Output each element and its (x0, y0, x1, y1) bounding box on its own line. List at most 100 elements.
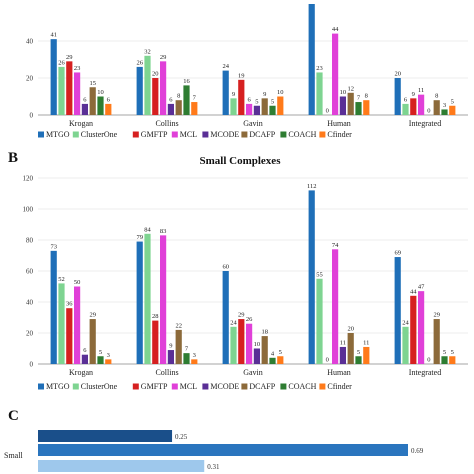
data-label: 8 (435, 93, 438, 100)
bar-b-collins-coach (183, 353, 190, 364)
data-label: 4 (271, 350, 275, 357)
data-label: 5 (99, 349, 102, 356)
data-label: 11 (340, 339, 346, 346)
bar-b-krogan-mcl (74, 286, 81, 364)
category-label-collins: Collins (155, 119, 178, 128)
data-label: 18 (261, 329, 268, 336)
data-label: 79 (136, 234, 143, 241)
category-label-krogan: Krogan (69, 368, 93, 377)
panel-letter: B (8, 150, 18, 166)
data-label: 29 (238, 312, 245, 319)
bar-b-integrated-dcafp (433, 319, 440, 364)
legend-swatch (171, 383, 178, 390)
y-tick-label: 40 (26, 38, 34, 46)
legend-swatch (202, 131, 209, 138)
y-tick-label: 20 (26, 75, 34, 83)
legend-label-mcode: MCODE (210, 130, 239, 139)
data-label: 6 (404, 96, 408, 103)
bar-b-collins-mcode (167, 350, 174, 364)
legend-label-dcafp: DCAFP (249, 382, 275, 391)
data-label: 10 (340, 89, 347, 96)
bar-b-gavin-mcl (246, 323, 253, 364)
data-label: 8 (365, 93, 368, 100)
data-label: 29 (89, 312, 96, 319)
data-label: 6 (247, 96, 251, 103)
legend-label-mcl: MCL (180, 382, 197, 391)
bar-b-human-cfinder (363, 346, 370, 364)
bar-b-collins-mcl (160, 235, 167, 364)
data-label: 9 (263, 91, 266, 98)
bar-a-human-dcafp (347, 92, 354, 115)
bar-a-gavin-gmftp (238, 79, 245, 115)
bar-b-gavin-mtgo (222, 271, 229, 364)
bar-a-human-mtgo (308, 4, 315, 115)
legend-swatch (280, 383, 287, 390)
bar-a-gavin-mtgo (222, 70, 229, 115)
legend-swatch (202, 383, 209, 390)
bar-b-krogan-dcafp (89, 319, 96, 364)
bar-a-gavin-dcafp (261, 98, 268, 115)
bar-a-collins-mcode (167, 103, 174, 115)
data-label: 83 (160, 228, 167, 235)
data-label: 41 (50, 32, 57, 39)
hbar-small-1 (38, 430, 173, 442)
bar-b-collins-clusterone (144, 233, 151, 364)
bar-b-integrated-coach (441, 356, 448, 364)
bar-a-integrated-gmftp (410, 98, 417, 115)
legend-label-mcl: MCL (180, 130, 197, 139)
hbar-small-2 (38, 444, 408, 456)
bar-a-krogan-mtgo (50, 39, 57, 115)
data-label: 0.69 (411, 447, 424, 455)
data-label: 3 (443, 102, 446, 109)
legend-label-cfinder: Cfinder (327, 382, 352, 391)
data-label: 29 (433, 312, 440, 319)
bar-b-gavin-clusterone (230, 326, 237, 364)
legend-label-gmftp: GMFTP (141, 130, 168, 139)
legend-swatch (72, 131, 79, 138)
bar-b-human-clusterone (316, 278, 323, 364)
data-label: 3 (107, 352, 110, 359)
data-label: 73 (50, 243, 57, 250)
category-label-collins: Collins (155, 368, 178, 377)
bar-a-krogan-dcafp (89, 87, 96, 115)
data-label: 26 (246, 316, 253, 323)
bar-b-gavin-mcode (253, 348, 260, 364)
data-label: 10 (97, 89, 104, 96)
data-label: 5 (279, 349, 282, 356)
bar-a-human-cfinder (363, 100, 370, 115)
legend-swatch (132, 131, 139, 138)
bar-a-integrated-mtgo (394, 78, 401, 115)
bar-b-integrated-mtgo (394, 257, 401, 364)
bar-a-human-mcode (339, 96, 346, 115)
bar-a-integrated-dcafp (433, 100, 440, 115)
data-label: 36 (66, 301, 73, 308)
y-tick-label: 60 (26, 268, 34, 276)
category-label-small: Small (4, 451, 23, 460)
bar-b-human-mcode (339, 346, 346, 364)
data-label: 5 (451, 98, 454, 105)
panel-b: B Small Complexes020406080100120735236506… (8, 150, 468, 391)
legend-label-coach: COACH (288, 382, 316, 391)
data-label: 7 (185, 346, 189, 353)
bar-a-gavin-clusterone (230, 98, 237, 115)
bar-b-gavin-gmftp (238, 319, 245, 364)
data-label: 24 (222, 63, 229, 70)
legend-swatch (241, 131, 248, 138)
bar-b-krogan-mtgo (50, 250, 57, 364)
data-label: 0 (326, 357, 329, 364)
legend-label-cfinder: Cfinder (327, 130, 352, 139)
bar-b-krogan-gmftp (66, 308, 73, 364)
legend-swatch (38, 131, 44, 138)
data-label: 5 (443, 349, 446, 356)
data-label: 26 (58, 59, 65, 66)
data-label: 84 (144, 226, 151, 233)
data-label: 29 (66, 54, 73, 61)
data-label: 32 (144, 48, 151, 55)
data-label: 12 (347, 85, 354, 92)
bar-b-integrated-cfinder (449, 356, 456, 364)
legend-label-mtgo: MTGO (46, 382, 70, 391)
data-label: 15 (89, 80, 96, 87)
data-label: 16 (183, 78, 190, 85)
data-label: 7 (193, 95, 197, 102)
